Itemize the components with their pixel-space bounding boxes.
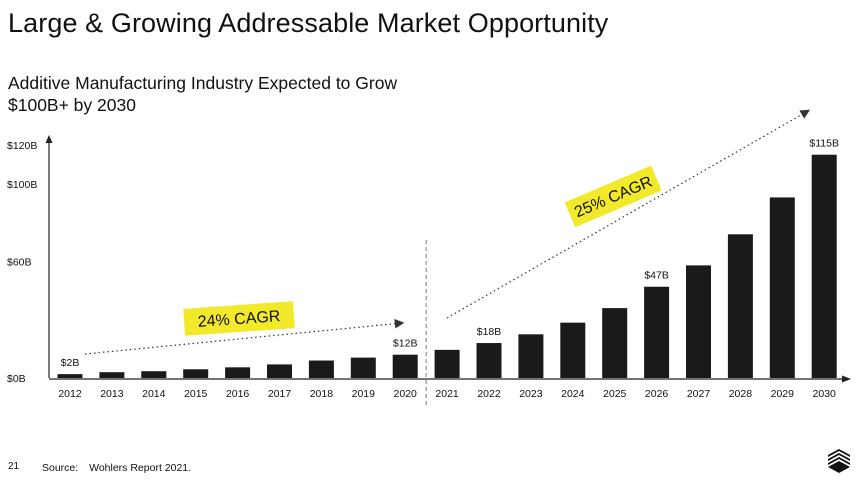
x-tick-label: 2022 [477,388,501,400]
cagr-highlight-1 [183,301,295,336]
bar-2021 [434,349,460,378]
chart-subtitle: Additive Manufacturing Industry Expected… [8,72,478,116]
x-tick-label: 2028 [729,388,753,400]
bar-2029 [769,197,795,378]
bar-2027 [686,265,711,378]
bar-2013 [99,372,125,378]
bar-2015 [183,369,209,378]
bar-2018 [308,360,334,378]
x-tick-label: 2016 [226,388,250,400]
y-tick-label: $120B [7,140,37,152]
y-tick-label: $0B [7,373,26,385]
market-bar-chart: $0B $60B $100B $120B 2012 2013 2014 2015 2016 201… [7,109,851,405]
source-note: Source: Wohlers Report 2021. [42,462,191,474]
x-axis-arrow-icon [842,375,851,383]
x-tick-label: 2027 [687,388,711,400]
x-tick-label: 2023 [519,388,543,400]
x-tick-label: 2014 [142,388,166,400]
data-label: $12B [393,338,418,350]
x-tick-label: 2012 [58,388,82,400]
subtitle-line-1: Additive Manufacturing Industry Expected… [8,73,398,93]
bar-2017 [267,364,292,378]
cagr-highlight-2 [564,165,662,228]
x-tick-label: 2018 [310,388,334,400]
x-tick-label: 2025 [603,388,627,400]
page-title: Large & Growing Addressable Market Oppor… [8,8,609,38]
data-label: $115B [809,138,839,150]
y-tick-label: $100B [7,179,37,191]
bar-2019 [350,357,376,378]
bar-2028 [727,234,753,378]
bar-2022 [476,343,502,378]
bar-2024 [560,322,586,378]
y-axis-arrow-icon [45,135,53,143]
page-number: 21 [8,461,20,472]
x-tick-label: 2030 [813,388,837,400]
data-label: $47B [644,270,669,282]
bar-2026 [644,286,670,378]
bar-2025 [602,308,628,378]
x-tick-label: 2024 [561,388,585,400]
x-tick-label: 2021 [435,388,459,400]
cagr-label-1: 24% CAGR [197,308,281,331]
x-tick-label: 2015 [184,388,208,400]
data-label: $18B [477,326,502,338]
bar-2023 [518,334,544,378]
x-tick-label: 2013 [100,388,124,400]
source-text: Wohlers Report 2021. [89,462,192,474]
bar-2030 [811,154,837,378]
cagr-arrow-2 [446,109,811,319]
y-tick-label: $60B [7,257,32,269]
bar-2012 [57,374,83,378]
bar-2014 [141,371,167,378]
bar-2016 [225,367,251,378]
cagr-badge-2: 25% CAGR [564,165,662,228]
x-tick-label: 2020 [394,388,418,400]
cagr-badge-1: 24% CAGR [183,301,295,336]
source-label: Source: [42,462,79,474]
bar-2020 [392,354,418,378]
company-logo-icon [828,449,850,473]
x-tick-label: 2026 [645,388,669,400]
x-tick-label: 2029 [771,388,795,400]
subtitle-line-2: $100B+ by 2030 [8,95,136,115]
data-label: $2B [61,357,80,369]
x-tick-label: 2019 [352,388,376,400]
x-tick-label: 2017 [268,388,292,400]
